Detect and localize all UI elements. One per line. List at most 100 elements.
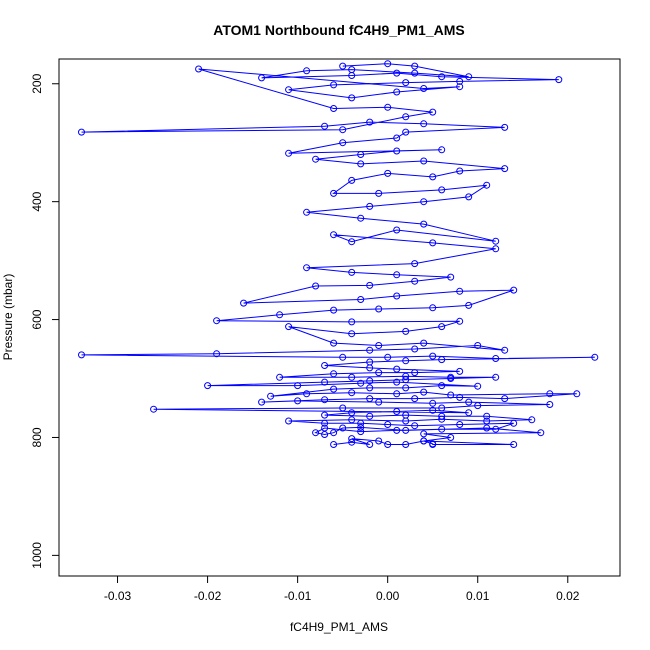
data-point	[438, 356, 446, 364]
data-point	[312, 429, 320, 437]
data-point	[366, 395, 374, 403]
data-point	[393, 408, 401, 415]
data-point	[456, 83, 464, 91]
data-point	[330, 189, 338, 197]
data-point	[411, 422, 419, 430]
data-point	[78, 128, 85, 136]
data-point	[402, 426, 410, 434]
data-point	[438, 73, 446, 81]
data-point	[393, 134, 401, 142]
data-point	[456, 167, 464, 175]
data-point	[330, 105, 338, 112]
data-point	[501, 165, 509, 173]
data-point	[402, 441, 410, 448]
data-point	[267, 392, 275, 400]
data-point	[537, 429, 545, 437]
data-point	[294, 397, 302, 405]
data-point	[339, 139, 347, 147]
data-point	[465, 301, 473, 309]
data-point	[420, 388, 428, 396]
data-point	[348, 66, 356, 74]
data-point	[312, 282, 320, 290]
data-point	[357, 160, 365, 168]
data-point	[366, 377, 374, 385]
data-point	[411, 260, 419, 268]
data-point	[348, 409, 356, 417]
x-tick-label: -0.02	[194, 589, 222, 603]
data-point	[438, 186, 446, 194]
data-point	[366, 202, 374, 210]
data-point	[411, 69, 419, 77]
data-point	[366, 346, 374, 354]
data-point	[411, 369, 419, 377]
data-point	[429, 239, 437, 247]
data-point	[258, 74, 266, 82]
data-point	[393, 365, 401, 373]
data-point	[384, 353, 392, 361]
data-point	[276, 311, 284, 319]
data-point	[321, 122, 329, 130]
data-point	[456, 77, 464, 85]
data-point	[78, 351, 85, 359]
data-point	[411, 345, 419, 353]
data-point	[456, 367, 464, 375]
x-axis-label: fC4H9_PM1_AMS	[290, 620, 388, 634]
data-point	[348, 94, 356, 102]
data-point	[294, 382, 302, 390]
data-point	[402, 327, 410, 335]
data-point	[546, 401, 554, 408]
data-point	[375, 437, 383, 445]
data-point	[420, 157, 428, 165]
x-axis: -0.03 -0.02 -0.01 0.00 0.01 0.02	[104, 575, 580, 603]
data-point	[447, 273, 455, 281]
data-point	[411, 277, 419, 285]
y-axis: 200 400 600 800 1000	[30, 73, 60, 569]
data-point	[429, 352, 437, 360]
data-point	[321, 419, 329, 427]
plot-frame	[58, 58, 621, 577]
data-point	[474, 382, 482, 390]
data-point	[402, 376, 410, 384]
data-point	[447, 373, 455, 381]
data-point	[411, 62, 419, 70]
data-point	[330, 81, 338, 89]
y-axis-label: Pressure (mbar)	[1, 274, 15, 361]
series-line-layer	[81, 63, 595, 445]
data-point	[420, 85, 428, 92]
data-point	[357, 419, 365, 427]
data-point	[285, 323, 293, 331]
data-point	[393, 226, 401, 234]
data-point	[402, 372, 410, 380]
data-point	[213, 317, 221, 325]
data-point	[465, 193, 473, 201]
data-point	[393, 292, 401, 300]
y-tick-label: 200	[30, 73, 44, 93]
data-point	[357, 214, 365, 222]
data-point	[429, 173, 437, 181]
data-point	[321, 378, 329, 386]
data-point	[339, 353, 347, 361]
data-point	[501, 123, 509, 131]
data-point	[384, 169, 392, 177]
data-point	[438, 412, 446, 420]
data-point	[402, 79, 410, 87]
data-point	[429, 399, 437, 407]
y-tick-label: 800	[30, 427, 44, 447]
data-point	[429, 406, 437, 414]
data-point	[321, 424, 329, 432]
data-point	[492, 237, 500, 245]
data-point	[456, 287, 464, 295]
series-line	[81, 63, 595, 445]
data-point	[483, 412, 491, 420]
data-point	[375, 305, 383, 313]
data-point	[528, 416, 536, 424]
plot-area	[78, 60, 599, 448]
data-point	[330, 429, 338, 437]
data-point	[330, 441, 338, 448]
data-point	[546, 390, 554, 398]
data-point	[258, 398, 266, 406]
data-point	[348, 389, 356, 397]
data-point	[357, 151, 365, 158]
data-point	[330, 231, 338, 239]
data-point	[420, 220, 428, 228]
